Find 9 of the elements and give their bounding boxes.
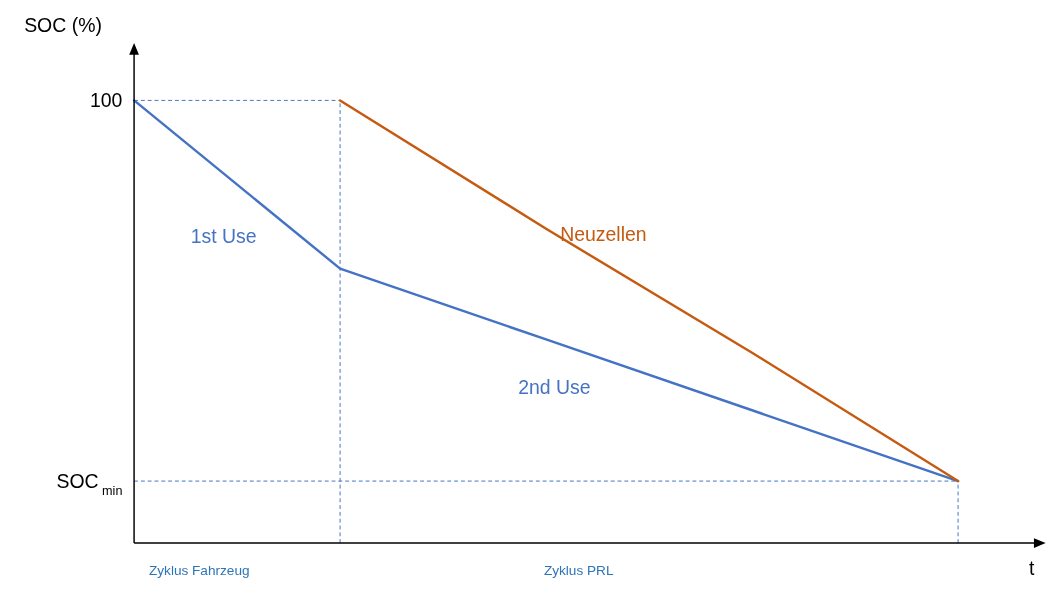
ref-line-label: SOC$_{min}$ [56,469,123,498]
annotation: 2nd Use [518,376,591,399]
y-axis-title: SOC (%) [24,14,102,37]
annotation: 1st Use [190,225,257,248]
ref-line-label: 100 [89,89,123,112]
series-label: Neuzellen [560,223,647,246]
x-axis-title: t [1029,557,1036,580]
text: Zyklus PRL [543,563,614,579]
text: Zyklus Fahrzeug [148,563,250,579]
